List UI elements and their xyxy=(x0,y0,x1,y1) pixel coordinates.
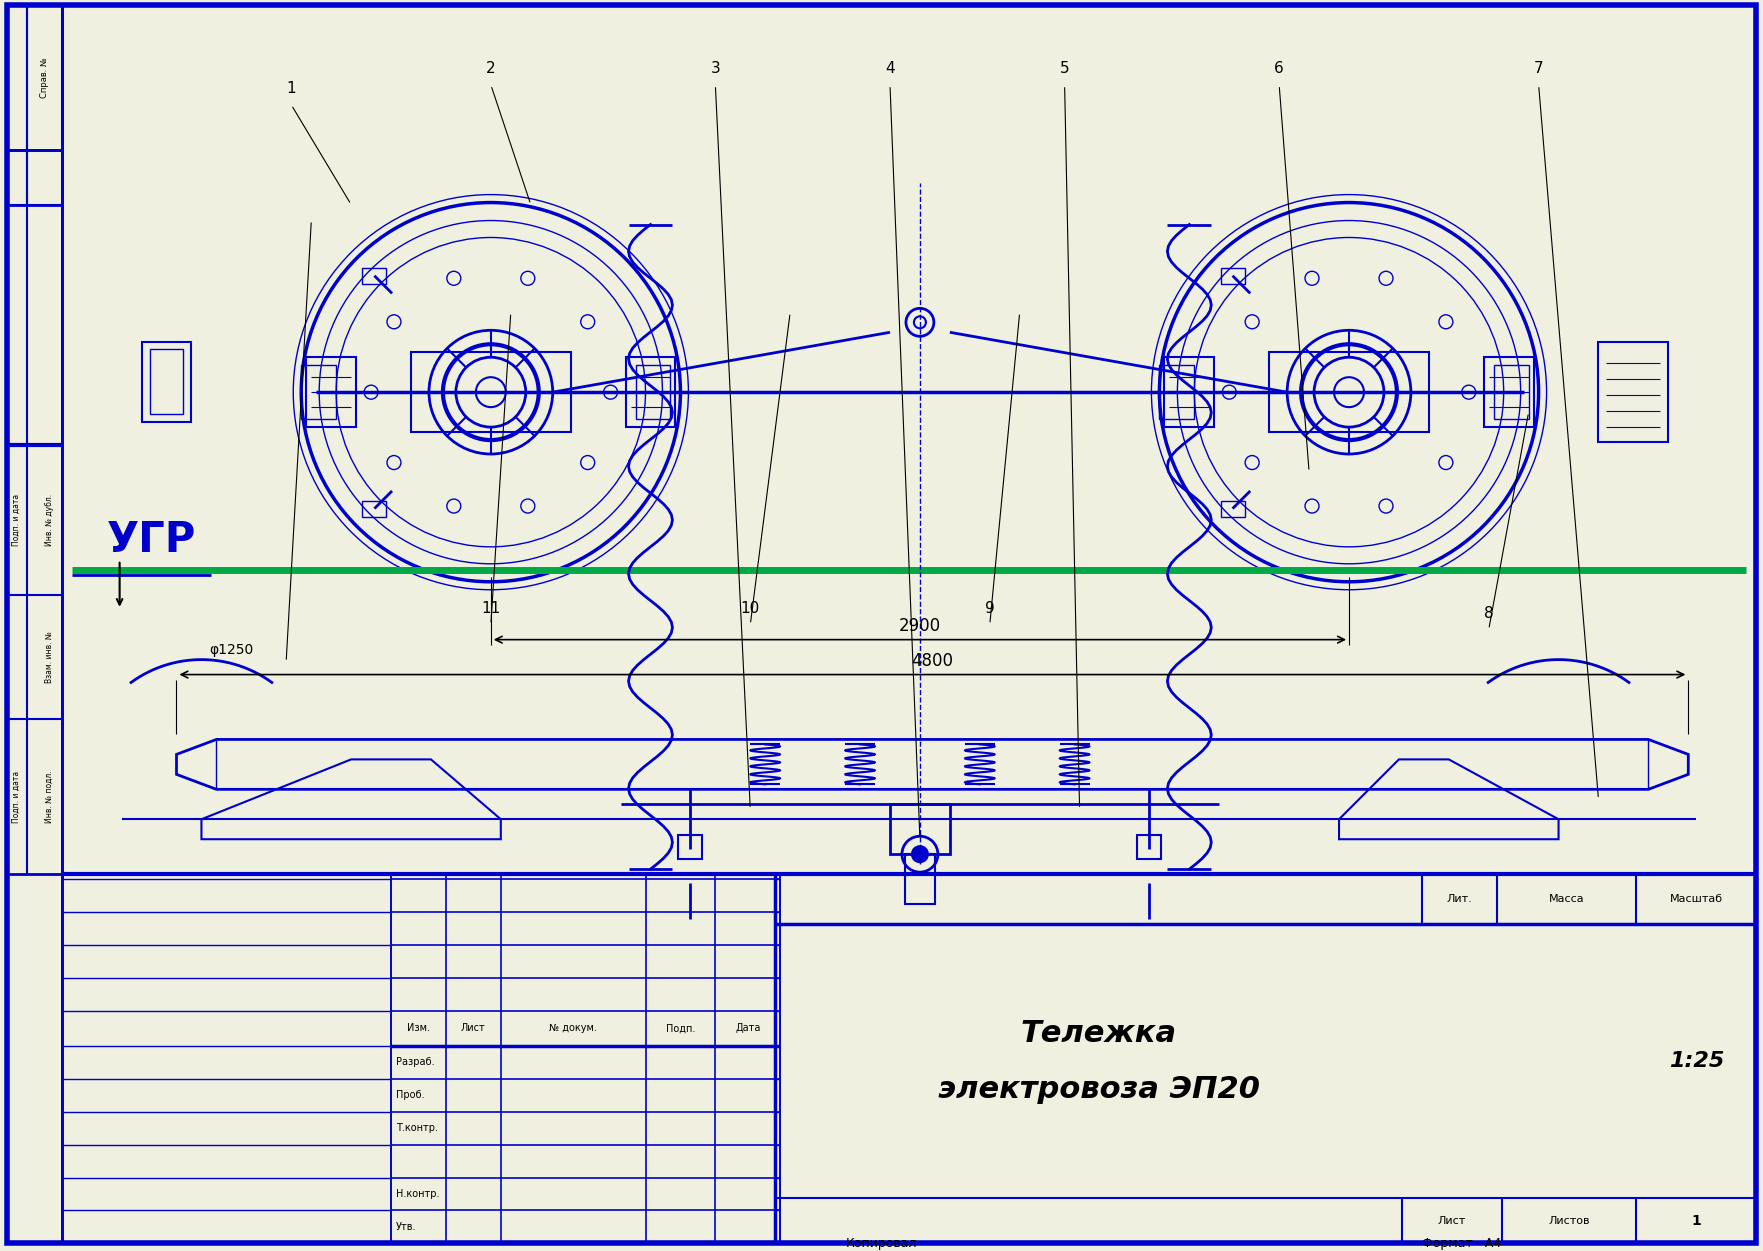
Bar xyxy=(363,268,386,284)
Text: 10: 10 xyxy=(740,602,760,617)
Text: 2: 2 xyxy=(487,61,495,76)
Text: 9: 9 xyxy=(986,602,994,617)
Text: Подп.: Подп. xyxy=(666,1023,695,1033)
Text: 3: 3 xyxy=(710,61,721,76)
Text: Утв.: Утв. xyxy=(397,1222,416,1232)
Text: 7: 7 xyxy=(1534,61,1543,76)
Bar xyxy=(363,500,386,517)
Bar xyxy=(890,804,950,854)
Bar xyxy=(635,365,670,419)
Text: Т.контр.: Т.контр. xyxy=(397,1123,437,1133)
Text: Лист: Лист xyxy=(460,1023,487,1033)
Bar xyxy=(7,150,62,205)
Bar xyxy=(679,836,702,859)
Text: Взам. инв. №: Взам. инв. № xyxy=(46,632,55,683)
Text: Листов: Листов xyxy=(1548,1216,1590,1226)
Text: Масса: Масса xyxy=(1548,894,1585,904)
Bar xyxy=(307,358,356,427)
Text: Разраб.: Разраб. xyxy=(397,1057,435,1067)
Text: Инв. № подл.: Инв. № подл. xyxy=(46,771,55,823)
Bar xyxy=(1164,358,1215,427)
Text: Справ. №: Справ. № xyxy=(41,58,49,98)
Text: Подп. и дата: Подп. и дата xyxy=(12,771,21,823)
Bar xyxy=(411,353,571,432)
Text: Подп. и дата: Подп. и дата xyxy=(12,494,21,545)
Text: 1: 1 xyxy=(286,81,296,96)
Text: Масштаб: Масштаб xyxy=(1670,894,1722,904)
Bar xyxy=(1137,836,1162,859)
Text: Инв. № дубл.: Инв. № дубл. xyxy=(46,494,55,545)
Text: 4: 4 xyxy=(885,61,896,76)
Text: № докум.: № докум. xyxy=(550,1023,598,1033)
Text: 4800: 4800 xyxy=(911,652,954,669)
Bar xyxy=(1220,268,1245,284)
Bar xyxy=(1269,353,1428,432)
Bar xyxy=(904,854,934,904)
Circle shape xyxy=(911,846,927,862)
Bar xyxy=(62,5,1756,874)
Text: φ1250: φ1250 xyxy=(210,643,254,657)
Text: 5: 5 xyxy=(1060,61,1070,76)
Bar xyxy=(1484,358,1534,427)
Bar xyxy=(1599,343,1668,442)
Text: УГР: УГР xyxy=(108,519,196,560)
Bar xyxy=(7,5,62,150)
Bar xyxy=(1220,500,1245,517)
Bar xyxy=(301,365,337,419)
Text: Лист: Лист xyxy=(1437,1216,1465,1226)
Text: Проб.: Проб. xyxy=(397,1090,425,1100)
Text: Изм.: Изм. xyxy=(407,1023,430,1033)
Text: 1:25: 1:25 xyxy=(1668,1051,1724,1071)
Text: электровоза ЭП20: электровоза ЭП20 xyxy=(938,1075,1259,1103)
Text: Тележка: Тележка xyxy=(1021,1018,1176,1048)
Text: 1: 1 xyxy=(1691,1213,1701,1228)
Text: Н.контр.: Н.контр. xyxy=(397,1188,439,1198)
Text: Лит.: Лит. xyxy=(1446,894,1472,904)
Text: 6: 6 xyxy=(1275,61,1283,76)
Bar xyxy=(150,349,183,414)
Text: 8: 8 xyxy=(1484,607,1493,622)
Bar xyxy=(626,358,675,427)
Bar xyxy=(1160,365,1194,419)
Bar xyxy=(1493,365,1529,419)
Text: 2900: 2900 xyxy=(899,617,941,634)
Text: Дата: Дата xyxy=(735,1023,760,1033)
Text: 11: 11 xyxy=(481,602,501,617)
Text: Формат   А4: Формат А4 xyxy=(1423,1237,1502,1250)
Text: Копировал: Копировал xyxy=(846,1237,917,1250)
Bar xyxy=(141,343,192,422)
